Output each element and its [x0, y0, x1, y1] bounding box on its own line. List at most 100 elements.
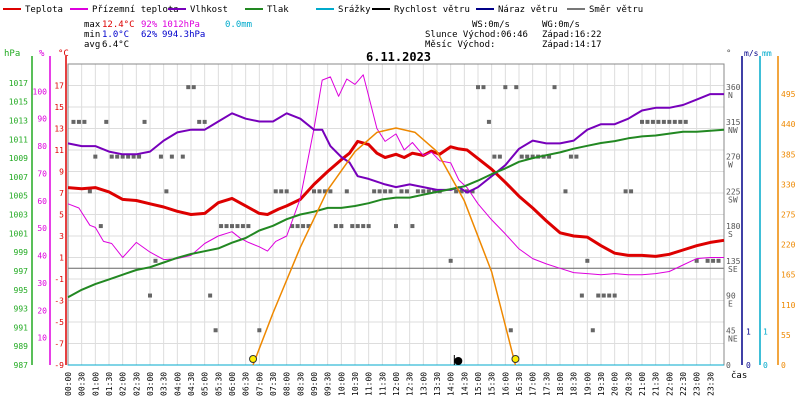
legend-label: Rychlost větru	[394, 5, 470, 15]
y-tick-c: 11	[54, 146, 64, 155]
legend-label: Srážky	[338, 5, 371, 15]
wind-direction-point	[317, 189, 322, 194]
wind-direction-point	[339, 224, 344, 229]
y-tick-sun: 330	[781, 180, 796, 189]
wind-direction-point	[667, 119, 672, 124]
stats-max-rain: 0.0mm	[225, 20, 252, 30]
wind-direction-point	[465, 189, 470, 194]
wind-direction-point	[76, 119, 81, 124]
unit-hpa: hPa	[4, 49, 20, 59]
wind-direction-point	[645, 119, 650, 124]
wind-speed-info: WS:0m/s	[472, 20, 510, 30]
y-tick-hpa: 993	[14, 305, 29, 314]
wind-direction-point	[169, 154, 174, 159]
x-tick-label: 21:30	[652, 372, 661, 396]
x-tick-label: 12:30	[406, 372, 415, 396]
wind-direction-point	[525, 154, 530, 159]
wind-direction-point	[601, 293, 606, 298]
y-tick-deg: 45	[726, 326, 736, 335]
unit-ms: m/s	[744, 49, 759, 58]
y-tick-hpa: 987	[14, 361, 29, 370]
stats-min-temp: 1.0°C	[102, 30, 129, 40]
x-tick-label: 19:00	[583, 372, 592, 396]
wind-direction-point	[711, 258, 716, 263]
wind-direction-point	[399, 189, 404, 194]
sunset-info: Západ:16:22	[542, 30, 602, 40]
x-tick-label: 01:00	[91, 372, 100, 396]
unit-mm: mm	[762, 49, 772, 58]
wind-direction-point	[476, 85, 480, 90]
x-tick-label: 11:00	[365, 372, 374, 396]
stats-avg-temp: 6.4°C	[102, 40, 129, 50]
wind-direction-point	[361, 224, 366, 229]
x-tick-label: 11:30	[378, 372, 387, 396]
x-tick-label: 16:00	[501, 372, 510, 396]
x-tick-label: 13:30	[433, 372, 442, 396]
axis-unit-labels: hPa % °C ° m/s mm čas	[4, 49, 772, 381]
y-tick-ms: 0	[746, 361, 751, 370]
y-tick-hpa: 1013	[9, 116, 28, 125]
wind-direction-point	[448, 258, 453, 263]
x-tick-label: 17:30	[542, 372, 551, 396]
y-tick-c: 5	[59, 211, 64, 220]
y-tick-pct: 70	[37, 169, 47, 178]
legend-label: Teplota	[25, 5, 63, 15]
x-tick-label: 04:30	[187, 372, 196, 396]
wind-direction-point	[426, 189, 431, 194]
x-tick-label: 18:30	[570, 372, 579, 396]
x-tick-label: 20:00	[611, 372, 620, 396]
wind-direction-point	[372, 189, 377, 194]
x-tick-label: 12:00	[392, 372, 401, 396]
series-slune-n-svit	[252, 127, 517, 366]
x-tick-label: 20:30	[624, 372, 633, 396]
y-tick-hpa: 1017	[9, 79, 28, 88]
y-tick-sun: 55	[781, 331, 791, 340]
y-tick-c: 17	[54, 82, 64, 91]
y-tick-sun: 165	[781, 271, 796, 280]
wind-direction-point	[230, 224, 234, 229]
y-tick-deg: 360	[726, 83, 741, 92]
legend-item: Tlak	[245, 5, 289, 15]
wind-direction-point	[579, 293, 584, 298]
legend-label: Přízemní teplota	[92, 5, 179, 15]
wind-direction-point	[104, 119, 109, 124]
wind-direction-point	[306, 224, 311, 229]
y-tick-hpa: 1003	[9, 211, 28, 220]
y-tick-dir: SW	[728, 195, 738, 204]
wind-direction-point	[120, 154, 125, 159]
wind-direction-point	[629, 189, 634, 194]
wind-direction-point	[153, 258, 158, 263]
y-tick-deg: 135	[726, 257, 741, 266]
wind-direction-point	[678, 119, 683, 124]
wind-direction-point	[650, 119, 655, 124]
x-tick-label: 14:30	[460, 372, 469, 396]
wind-direction-point	[312, 189, 316, 194]
wind-direction-point	[377, 189, 382, 194]
wind-direction-point	[142, 119, 147, 124]
wind-direction-point	[388, 189, 393, 194]
wind-direction-point	[640, 119, 644, 124]
wind-direction-point	[656, 119, 661, 124]
stats-min-hum: 62%	[141, 30, 158, 40]
wind-direction-point	[87, 189, 92, 194]
wind-direction-point	[148, 293, 152, 298]
wind-direction-point	[290, 224, 295, 229]
y-tick-sun: 385	[781, 150, 796, 159]
wind-direction-point	[503, 85, 508, 90]
legend-item: Směr větru	[567, 5, 643, 15]
y-tick-ms: 1	[746, 328, 751, 337]
stats-max-press: 1012hPa	[162, 20, 200, 30]
y-tick-sun: 275	[781, 211, 796, 220]
wind-direction-point	[350, 224, 355, 229]
wind-direction-point	[454, 189, 459, 194]
y-tick-hpa: 1011	[9, 135, 28, 144]
y-tick-deg: 90	[726, 292, 736, 301]
wind-direction-point	[279, 189, 284, 194]
wind-direction-point	[186, 85, 191, 90]
wind-direction-point	[131, 154, 136, 159]
wind-direction-point	[716, 258, 721, 263]
y-tick-sun: 0	[781, 361, 786, 370]
wind-direction-point	[109, 154, 114, 159]
y-tick-c: -1	[54, 275, 64, 284]
y-tick-sun: 110	[781, 301, 796, 310]
